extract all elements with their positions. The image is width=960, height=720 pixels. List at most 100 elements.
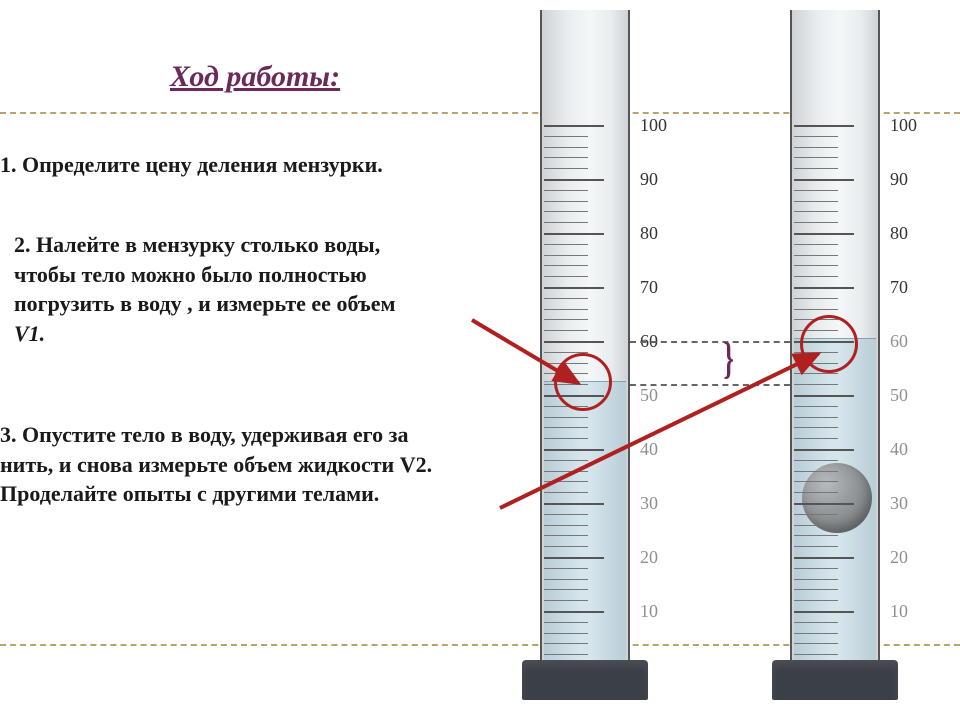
heading-procedure: Ход работы: xyxy=(170,60,340,94)
minor-tick xyxy=(794,211,838,212)
minor-tick xyxy=(544,255,588,256)
minor-tick xyxy=(544,157,588,158)
major-tick xyxy=(794,557,854,559)
minor-tick xyxy=(794,244,838,245)
tick-label: 80 xyxy=(890,223,908,244)
minor-tick xyxy=(794,406,838,407)
tick-label: 30 xyxy=(890,493,908,514)
v1-circle-mark xyxy=(554,353,612,411)
minor-tick xyxy=(794,654,838,655)
minor-tick xyxy=(794,471,838,472)
minor-tick xyxy=(794,643,838,644)
minor-tick xyxy=(794,309,838,310)
minor-tick xyxy=(794,568,838,569)
tick-label: 20 xyxy=(890,547,908,568)
minor-tick xyxy=(544,589,588,590)
step-2: 2. Налейте в мензурку столько воды, чтоб… xyxy=(14,230,514,349)
tick-label: 50 xyxy=(640,385,658,406)
minor-tick xyxy=(544,643,588,644)
minor-tick xyxy=(544,481,588,482)
minor-tick xyxy=(544,579,588,580)
minor-tick xyxy=(544,276,588,277)
major-tick xyxy=(794,233,854,235)
minor-tick xyxy=(794,579,838,580)
minor-tick xyxy=(794,535,838,536)
tick-label: 60 xyxy=(890,331,908,352)
tick-label: 100 xyxy=(640,115,667,136)
minor-tick xyxy=(544,514,588,515)
minor-tick xyxy=(544,298,588,299)
minor-tick xyxy=(544,535,588,536)
minor-tick xyxy=(544,190,588,191)
minor-tick xyxy=(794,276,838,277)
tick-label: 40 xyxy=(640,439,658,460)
minor-tick xyxy=(544,438,588,439)
tick-label: 70 xyxy=(890,277,908,298)
major-tick xyxy=(794,503,854,505)
major-tick xyxy=(544,557,604,559)
minor-tick xyxy=(544,222,588,223)
minor-tick xyxy=(544,622,588,623)
minor-tick xyxy=(544,600,588,601)
tick-label: 20 xyxy=(640,547,658,568)
major-tick xyxy=(794,395,854,397)
minor-tick xyxy=(794,168,838,169)
tick-label: 10 xyxy=(640,601,658,622)
minor-tick xyxy=(794,265,838,266)
minor-tick xyxy=(794,525,838,526)
tick-label: 90 xyxy=(640,169,658,190)
minor-tick xyxy=(544,330,588,331)
major-tick xyxy=(794,449,854,451)
major-tick xyxy=(544,233,604,235)
step-1: 1. Определите цену деления мензурки. xyxy=(0,150,500,180)
minor-tick xyxy=(794,190,838,191)
minor-tick xyxy=(794,136,838,137)
minor-tick xyxy=(794,157,838,158)
minor-tick xyxy=(544,546,588,547)
minor-tick xyxy=(794,600,838,601)
leader-line-top xyxy=(630,341,790,343)
minor-tick xyxy=(544,265,588,266)
minor-tick xyxy=(544,309,588,310)
minor-tick xyxy=(794,201,838,202)
minor-tick xyxy=(794,373,838,374)
volume-difference-brace: } xyxy=(723,333,733,384)
major-tick xyxy=(794,611,854,613)
major-tick xyxy=(544,125,604,127)
minor-tick xyxy=(544,492,588,493)
major-tick xyxy=(544,341,604,343)
minor-tick xyxy=(544,460,588,461)
major-tick xyxy=(544,287,604,289)
minor-tick xyxy=(794,384,838,385)
minor-tick xyxy=(794,514,838,515)
minor-tick xyxy=(794,589,838,590)
minor-tick xyxy=(544,201,588,202)
minor-tick xyxy=(794,222,838,223)
minor-tick xyxy=(544,525,588,526)
major-tick xyxy=(794,179,854,181)
minor-tick xyxy=(544,168,588,169)
minor-tick xyxy=(794,417,838,418)
submerged-ball xyxy=(802,463,872,533)
tick-label: 100 xyxy=(890,115,917,136)
tick-label: 10 xyxy=(890,601,908,622)
cylinder-left-glass xyxy=(540,10,630,665)
minor-tick xyxy=(794,298,838,299)
major-tick xyxy=(544,503,604,505)
cylinder-left-water xyxy=(544,381,626,661)
major-tick xyxy=(544,179,604,181)
major-tick xyxy=(544,449,604,451)
tick-label: 30 xyxy=(640,493,658,514)
minor-tick xyxy=(544,471,588,472)
minor-tick xyxy=(794,546,838,547)
minor-tick xyxy=(794,147,838,148)
minor-tick xyxy=(794,492,838,493)
major-tick xyxy=(794,287,854,289)
minor-tick xyxy=(794,633,838,634)
tick-label: 70 xyxy=(640,277,658,298)
leader-line-bottom xyxy=(630,384,790,386)
major-tick xyxy=(544,611,604,613)
minor-tick xyxy=(794,427,838,428)
tick-label: 80 xyxy=(640,223,658,244)
major-tick xyxy=(794,125,854,127)
